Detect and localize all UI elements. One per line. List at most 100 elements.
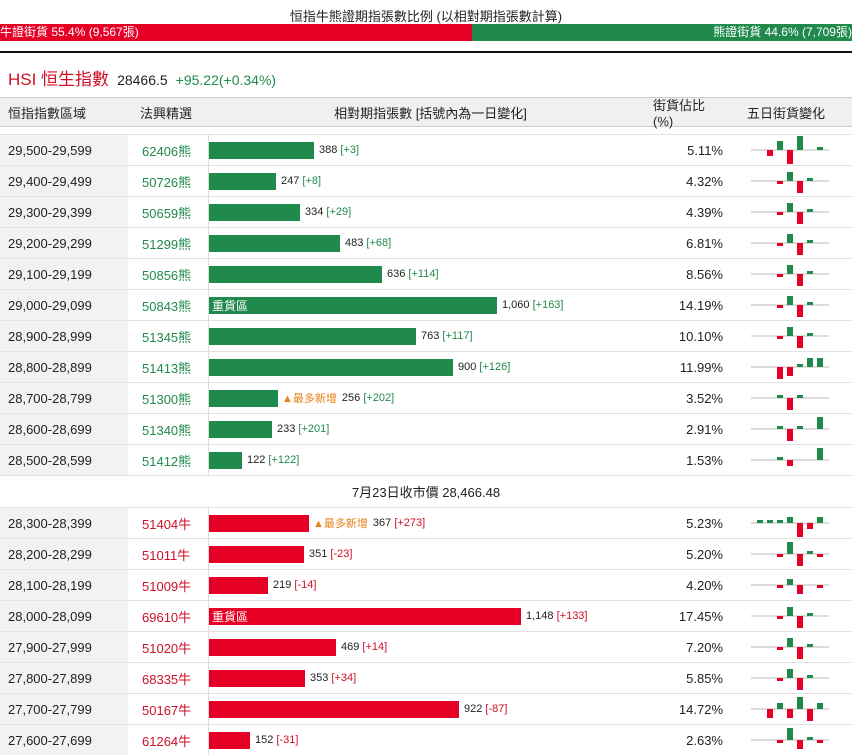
five-day-sparkline	[733, 228, 852, 258]
product-code-link[interactable]: 51345熊	[142, 329, 192, 345]
contracts-value: 256	[341, 392, 361, 404]
range-cell: 28,800-28,899	[0, 352, 128, 382]
sparkline-bar	[817, 703, 823, 709]
contracts-value: 636	[387, 268, 406, 280]
product-code-link[interactable]: 62406熊	[142, 143, 192, 159]
bar-cell: 334 [+29]	[208, 197, 653, 227]
table-row: 29,000-29,099 50843熊 重貨區 1,060 [+163] 14.19%	[0, 290, 852, 321]
share-cell: 11.99%	[679, 359, 723, 375]
sparkline-bar	[797, 274, 803, 286]
product-code-link[interactable]: 69610牛	[142, 609, 192, 625]
product-code-link[interactable]: 51011牛	[142, 547, 191, 563]
sparkline-bar	[807, 178, 813, 181]
bar-cell: 900 [+126]	[208, 352, 653, 382]
daily-change: [+201]	[298, 423, 330, 435]
sparkline-chart	[751, 172, 829, 193]
range-cell: 28,200-28,299	[0, 539, 128, 569]
daily-change: [+14]	[362, 641, 388, 653]
product-code-link[interactable]: 51009牛	[142, 578, 192, 594]
product-code-link[interactable]: 50167牛	[142, 702, 192, 718]
table-row: 27,700-27,799 50167牛 922 [-87] 14.72%	[0, 694, 852, 725]
product-code-link[interactable]: 50726熊	[142, 174, 192, 190]
contracts-value: 388	[319, 144, 338, 156]
sparkline-bar	[777, 554, 783, 557]
sparkline-bar	[807, 551, 813, 554]
sparkline-bar	[777, 243, 783, 246]
sparkline-bar	[797, 585, 803, 594]
contracts-label: 353 [+34]	[310, 672, 356, 684]
bull-bar	[209, 545, 304, 563]
bull-bar	[209, 638, 336, 656]
table-row: 28,700-28,799 51300熊 ▲最多新增 256 [+202] 3.52%	[0, 383, 852, 414]
sparkline-chart	[751, 669, 829, 690]
contracts-value: 334	[305, 206, 324, 218]
five-day-sparkline	[733, 570, 852, 600]
bar-cell: 122 [+122]	[208, 445, 653, 475]
five-day-sparkline	[733, 383, 852, 413]
five-day-sparkline	[733, 321, 852, 351]
daily-change: [+273]	[394, 517, 426, 529]
share-cell: 4.32%	[686, 173, 723, 189]
product-code-link[interactable]: 51412熊	[142, 453, 192, 469]
daily-change: [+8]	[302, 175, 322, 187]
product-code-link[interactable]: 51413熊	[142, 360, 192, 376]
contracts-label: 256 [+202]	[342, 392, 394, 404]
divider	[0, 51, 852, 53]
bear-bar	[209, 265, 382, 283]
table-row: 28,100-28,199 51009牛 219 [-14] 4.20%	[0, 570, 852, 601]
range-cell: 27,600-27,699	[0, 725, 128, 755]
five-day-sparkline	[733, 725, 852, 755]
sparkline-bar	[817, 554, 823, 557]
daily-change: [+117]	[442, 330, 473, 342]
share-cell: 6.81%	[686, 235, 723, 251]
five-day-sparkline	[733, 352, 852, 382]
product-code-link[interactable]: 51340熊	[142, 422, 192, 438]
bull-bar	[209, 514, 309, 532]
bear-bar	[209, 172, 276, 190]
range-cell: 28,500-28,599	[0, 445, 128, 475]
index-name[interactable]: HSI 恒生指數	[8, 70, 110, 89]
contracts-label: 469 [+14]	[341, 641, 387, 653]
sparkline-chart	[751, 265, 829, 286]
bar-cell: 636 [+114]	[208, 259, 653, 289]
bull-ratio-segment: 牛證街貨 55.4% (9,567張)	[0, 24, 472, 41]
sparkline-bar	[797, 336, 803, 348]
product-code-link[interactable]: 51299熊	[142, 236, 192, 252]
sparkline-bar	[777, 740, 783, 743]
daily-change: [+68]	[366, 237, 392, 249]
table-row: 29,200-29,299 51299熊 483 [+68] 6.81%	[0, 228, 852, 259]
bear-bar: 重貨區	[209, 296, 497, 314]
bull-rows: 28,300-28,399 51404牛 ▲最多新增 367 [+273] 5.23% 2…	[0, 508, 852, 755]
bar-cell: 152 [-31]	[208, 725, 653, 755]
product-code-link[interactable]: 61264牛	[142, 733, 192, 749]
sparkline-bar	[777, 336, 783, 339]
five-day-sparkline	[733, 197, 852, 227]
product-code-link[interactable]: 50659熊	[142, 205, 192, 221]
contracts-label: 636 [+114]	[387, 268, 439, 280]
sparkline-bar	[797, 426, 803, 429]
product-code-link[interactable]: 51020牛	[142, 640, 192, 656]
share-cell: 14.72%	[678, 701, 723, 717]
sparkline-bar	[797, 740, 803, 749]
bar-cell: 重貨區 1,148 [+133]	[208, 601, 653, 631]
product-code-link[interactable]: 68335牛	[142, 671, 192, 687]
bull-bar	[209, 576, 268, 594]
contracts-label: 1,148 [+133]	[526, 610, 587, 622]
contracts-label: 922 [-87]	[464, 703, 507, 715]
bar-cell: ▲最多新增 256 [+202]	[208, 383, 653, 413]
five-day-sparkline	[733, 663, 852, 693]
cbbc-table: 恒指指數區域 法興精選 相對期指張數 [括號內為一日變化] 街貨佔比(%) 五日…	[0, 97, 852, 755]
product-code-link[interactable]: 50856熊	[142, 267, 192, 283]
sparkline-chart	[751, 607, 829, 628]
sparkline-bar	[807, 644, 813, 647]
bar-cell: 219 [-14]	[208, 570, 653, 600]
product-code-link[interactable]: 51404牛	[142, 516, 192, 532]
bull-bar	[209, 731, 250, 749]
bar-cell: 247 [+8]	[208, 166, 653, 196]
product-code-link[interactable]: 51300熊	[142, 391, 192, 407]
sparkline-bar	[817, 517, 823, 523]
bear-bar	[209, 389, 278, 407]
product-code-link[interactable]: 50843熊	[142, 298, 192, 314]
sparkline-bar	[807, 271, 813, 274]
header-pick: 法興精選	[140, 105, 193, 121]
